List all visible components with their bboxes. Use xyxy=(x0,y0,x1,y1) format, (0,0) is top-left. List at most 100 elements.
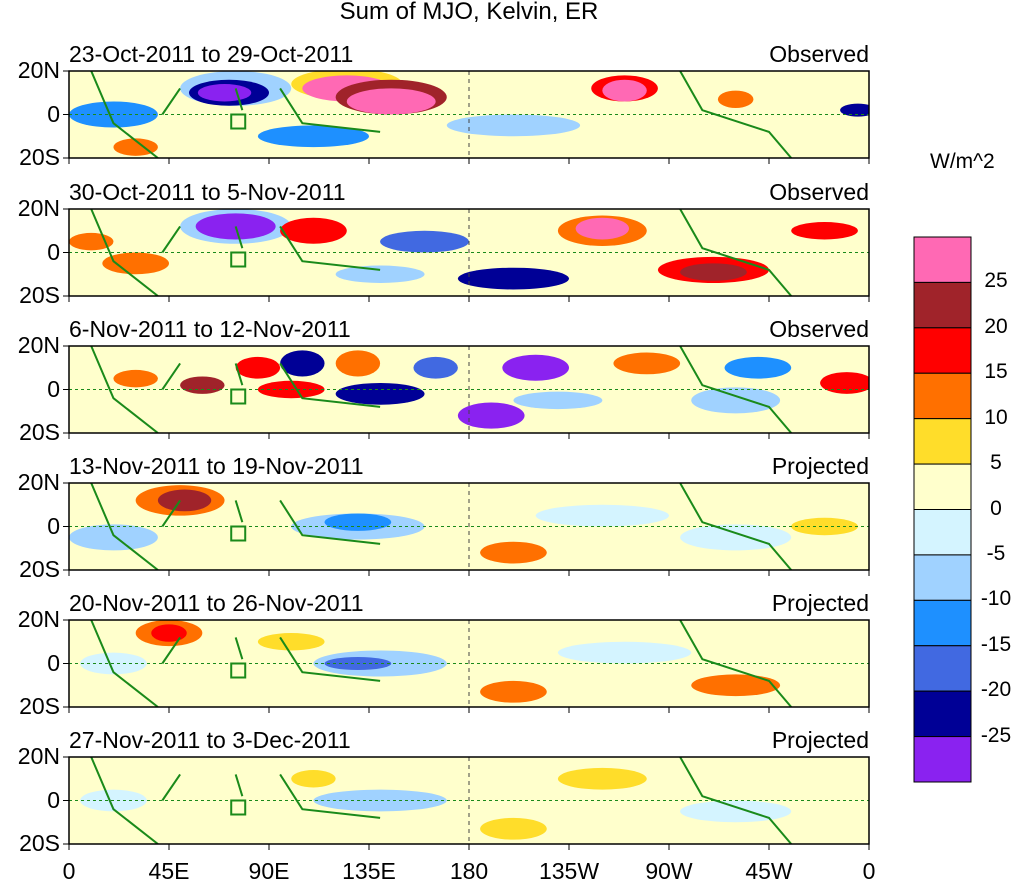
contour-region xyxy=(613,352,681,375)
latitude-label: 0 xyxy=(47,649,60,676)
figure-title: Sum of MJO, Kelvin, ER xyxy=(339,0,599,25)
colorbar-swatch xyxy=(913,418,972,465)
coastline xyxy=(90,483,792,570)
contour-region xyxy=(346,88,436,115)
latitude-label: 20S xyxy=(19,830,60,856)
contour-region xyxy=(457,267,569,290)
panel-date-range: 27-Nov-2011 to 3-Dec-2011 xyxy=(69,727,351,753)
contour-region xyxy=(513,391,603,410)
map-panel xyxy=(63,756,870,850)
contour-region xyxy=(335,350,381,377)
contour-region xyxy=(313,789,447,812)
colorbar-label: -5 xyxy=(986,541,1006,565)
colorbar-label: -20 xyxy=(980,678,1012,702)
colorbar-swatch xyxy=(913,281,972,329)
latitude-label: 20N xyxy=(17,195,60,221)
panel-date-range: 13-Nov-2011 to 19-Nov-2011 xyxy=(69,453,364,479)
longitude-label: 45E xyxy=(148,858,190,884)
contour-region xyxy=(113,369,158,388)
map-panel xyxy=(63,208,870,302)
contour-region xyxy=(151,624,187,642)
contour-region xyxy=(291,770,336,788)
latitude-label: 20N xyxy=(17,57,60,83)
colorbar-swatch xyxy=(913,236,972,283)
panel-status: Observed xyxy=(769,316,869,342)
coastline xyxy=(90,346,792,433)
contour-region xyxy=(235,356,281,379)
map-panel xyxy=(63,345,870,439)
contour-region xyxy=(446,114,581,137)
colorbar-swatch xyxy=(913,690,972,738)
latitude-label: 0 xyxy=(47,238,60,265)
contour-region xyxy=(324,513,392,531)
latitude-label: 20S xyxy=(19,282,60,308)
contour-region xyxy=(380,230,469,253)
coastline xyxy=(90,757,792,844)
map-panel xyxy=(63,70,870,164)
latitude-label: 20S xyxy=(19,419,60,445)
contour-region xyxy=(791,517,858,536)
colorbar-swatch xyxy=(913,554,972,601)
contour-region xyxy=(102,252,169,275)
longitude-label: 135W xyxy=(538,858,600,884)
contour-region xyxy=(157,489,212,512)
longitude-label: 0 xyxy=(62,858,76,884)
contour-region xyxy=(535,504,669,527)
colorbar-swatch xyxy=(913,509,972,556)
panel-date-range: 23-Oct-2011 to 29-Oct-2011 xyxy=(69,41,354,67)
longitude-label: 90W xyxy=(645,858,693,884)
contour-region xyxy=(335,265,425,283)
panel-date-range: 20-Nov-2011 to 26-Nov-2011 xyxy=(69,590,364,616)
latitude-label: 20S xyxy=(19,693,60,719)
contour-region xyxy=(197,84,252,102)
panel-status: Observed xyxy=(769,179,869,205)
latitude-label: 0 xyxy=(47,375,60,402)
colorbar-label: -15 xyxy=(980,632,1012,656)
contour-region xyxy=(575,217,629,240)
latitude-label: 20N xyxy=(17,743,60,769)
longitude-label: 135E xyxy=(342,858,396,884)
longitude-label: 90E xyxy=(248,858,290,884)
panel-date-range: 30-Oct-2011 to 5-Nov-2011 xyxy=(69,179,346,205)
contour-region xyxy=(257,633,325,651)
latitude-label: 20N xyxy=(17,606,60,632)
panel-date-range: 6-Nov-2011 to 12-Nov-2011 xyxy=(69,316,351,342)
colorbar-swatch xyxy=(913,372,972,420)
colorbar-unit: W/m^2 xyxy=(930,150,995,173)
contour-region xyxy=(180,376,225,394)
contour-region xyxy=(602,79,647,102)
colorbar-label: -10 xyxy=(980,587,1012,611)
coastline xyxy=(90,209,792,296)
contour-region xyxy=(557,641,692,664)
latitude-label: 20N xyxy=(17,332,60,358)
contour-region xyxy=(113,138,158,156)
colorbar-swatch xyxy=(913,599,972,647)
panel-status: Projected xyxy=(771,590,869,616)
latitude-label: 0 xyxy=(47,100,60,127)
colorbar-label: 0 xyxy=(990,496,1002,520)
contour-region xyxy=(791,222,858,240)
contour-region xyxy=(724,356,792,379)
coastline xyxy=(90,620,792,707)
coastline xyxy=(90,71,792,158)
longitude-label: 45W xyxy=(745,858,793,884)
colorbar-label: -25 xyxy=(980,723,1012,747)
contour-region xyxy=(257,125,370,148)
contour-region xyxy=(691,387,781,414)
colorbar-label: 25 xyxy=(984,269,1008,293)
latitude-label: 20S xyxy=(19,556,60,582)
contour-region xyxy=(457,402,525,429)
colorbar-swatch xyxy=(913,327,972,374)
panel-status: Observed xyxy=(769,41,869,67)
contour-region xyxy=(502,354,569,381)
contour-region xyxy=(680,524,792,551)
colorbar-label: 20 xyxy=(984,314,1008,338)
contour-region xyxy=(840,103,869,117)
contour-region xyxy=(557,767,647,790)
contour-region xyxy=(717,90,754,108)
contour-region xyxy=(413,356,458,379)
contour-region xyxy=(69,524,158,551)
colorbar-swatch xyxy=(913,645,972,692)
